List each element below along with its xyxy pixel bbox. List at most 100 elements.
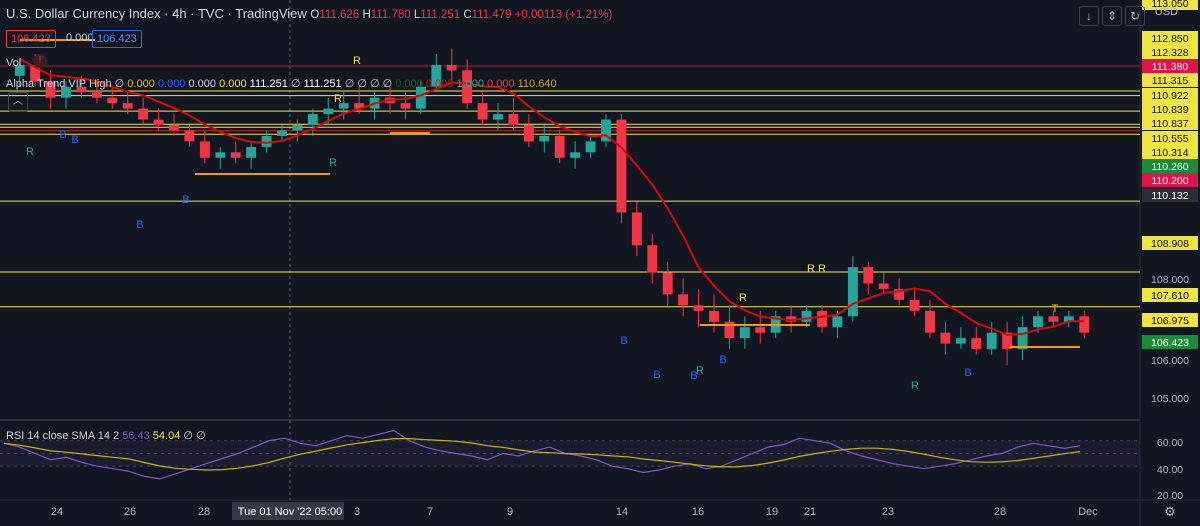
candle-body <box>1048 316 1059 322</box>
candle-body <box>631 212 642 246</box>
rsi-ma-line <box>3 438 1081 471</box>
time-axis-label: 28 <box>198 506 210 518</box>
high-label: H <box>362 9 371 21</box>
price-axis-tag <box>1142 131 1198 145</box>
arrows-expand-icon[interactable]: ⇕ <box>1102 6 1122 26</box>
candle-body <box>878 283 889 289</box>
open-value: 111.626 <box>319 9 360 21</box>
crosshair-time-tag <box>232 502 344 520</box>
symbol-title[interactable]: U.S. Dollar Currency Index · 4h · TVC · … <box>6 6 307 21</box>
signal-label: B <box>71 134 78 146</box>
indicator-value: 0.000 <box>185 78 217 90</box>
time-axis-label: Dec <box>1078 506 1098 518</box>
indicator-value: 111.251 <box>246 78 288 90</box>
candle-body <box>863 267 874 284</box>
signal-label: B <box>59 129 66 141</box>
price-axis-tag <box>1142 116 1198 130</box>
signal-label: R <box>696 365 704 377</box>
price-axis-tag <box>1142 31 1198 45</box>
rsi-ma-value: 54.04 <box>152 430 181 442</box>
candle-body <box>647 245 658 273</box>
candle-body <box>724 321 735 339</box>
candle-body <box>971 338 982 350</box>
high-value: 111.780 <box>370 9 411 21</box>
candle-body <box>477 103 488 120</box>
indicator-value: 0.000 <box>216 78 247 90</box>
indicator-value: ∅ <box>366 78 380 90</box>
candle-body <box>817 310 827 328</box>
candle-body <box>246 146 257 158</box>
price-axis-label: 111.380 <box>1152 61 1189 73</box>
candle-body <box>107 97 118 104</box>
indicator-value: ∅ <box>379 78 393 90</box>
candle-body <box>1079 316 1090 333</box>
candle-body <box>601 119 611 142</box>
signal-label: R <box>739 292 747 304</box>
candle-body <box>986 332 997 350</box>
candle-body <box>493 114 503 120</box>
candle-body <box>153 119 164 126</box>
time-axis-label: 14 <box>616 506 628 518</box>
chart-controls: ↓ ⇕ ↻ <box>1079 6 1145 26</box>
candle-body <box>277 130 287 136</box>
candle-body <box>1002 332 1013 350</box>
rsi-legend[interactable]: RSI 14 close SMA 14 2 56.43 54.04 ∅ ∅ <box>6 429 206 442</box>
rsi-axis-label: 40.00 <box>1157 464 1183 476</box>
chart-header: U.S. Dollar Currency Index · 4h · TVC · … <box>6 6 612 21</box>
candle-body <box>1063 316 1074 322</box>
signal-label: R <box>911 380 919 392</box>
signal-label: R <box>807 263 815 275</box>
price-axis-tag <box>1142 145 1198 159</box>
warning-icon[interactable]: ! <box>33 54 47 68</box>
candle-body <box>91 92 102 98</box>
signal-label: R <box>26 146 34 158</box>
alpha-trend-indicator[interactable]: Alpha Trend VIP High ∅ 0.000 0.000 0.000… <box>6 77 557 90</box>
candle-body <box>169 125 179 131</box>
price-axis-tag <box>1142 159 1198 173</box>
price-axis-tag <box>1142 88 1198 102</box>
rsi-extra: ∅ ∅ <box>183 430 206 442</box>
signal-label: T <box>1052 303 1059 315</box>
time-axis-label: 28 <box>994 506 1006 518</box>
candle-body <box>940 332 951 344</box>
price-axis-label: 110.837 <box>1151 118 1188 130</box>
candle-body <box>955 338 966 344</box>
candle-body <box>523 125 534 142</box>
candle-body <box>662 272 673 295</box>
indicator-value: 0.000 <box>422 78 454 90</box>
candle-body <box>678 294 689 306</box>
rsi-axis-label: 60.00 <box>1157 437 1183 449</box>
collapse-icon[interactable]: ︿ <box>8 92 28 112</box>
candle-body <box>709 310 719 322</box>
trend-line-red <box>19 58 1085 336</box>
price-axis-label: 110.200 <box>1151 175 1188 187</box>
rsi-axis-label: 20.00 <box>1157 490 1183 502</box>
ask-box[interactable]: 106.423 <box>92 30 142 48</box>
candle-body <box>1017 327 1028 350</box>
arrow-down-icon[interactable]: ↓ <box>1079 6 1099 26</box>
time-axis-label: 26 <box>124 506 136 518</box>
indicator-value: ∅ <box>287 78 301 90</box>
candle-body <box>230 152 241 158</box>
gear-icon[interactable]: ⚙ <box>1164 505 1176 520</box>
volume-label: Vol <box>6 57 22 69</box>
candle-body <box>554 135 565 158</box>
low-value: 111.251 <box>420 9 461 21</box>
indicator-value: 110.640 <box>514 78 557 90</box>
price-axis-tag <box>1142 59 1198 73</box>
candle-body <box>199 141 210 158</box>
candle-body <box>292 125 303 131</box>
price-axis-tag <box>1142 335 1198 349</box>
price-axis-tag <box>1142 188 1198 202</box>
price-axis-label: 105.000 <box>1151 393 1189 405</box>
bid-box[interactable]: 106.423 <box>6 30 56 48</box>
price-axis-label: 110.314 <box>1151 147 1188 159</box>
candle-body <box>400 103 411 109</box>
refresh-icon[interactable]: ↻ <box>1125 6 1145 26</box>
signal-label: R <box>334 93 342 105</box>
candle-body <box>14 64 25 76</box>
candle-body <box>431 64 442 87</box>
currency-label[interactable]: USD <box>1154 6 1178 18</box>
candle-body <box>786 316 797 322</box>
